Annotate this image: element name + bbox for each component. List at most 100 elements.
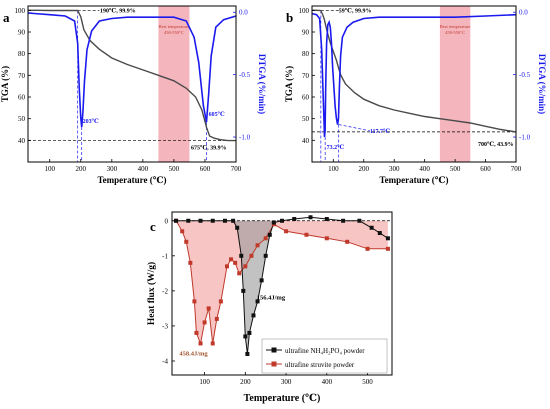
b-x-tick-label: 600 <box>480 165 491 173</box>
nh4-point <box>357 218 362 223</box>
a-right-tick-label: 0.0 <box>239 9 248 17</box>
b-right-tick-label: -0.5 <box>519 71 531 79</box>
panel-a-x-axis-label: Temperature (℃) <box>97 175 166 185</box>
panel-a-band-label: Best temperature <box>159 24 190 29</box>
panel-a-right-axis-label: DTGA (%/min) <box>257 54 267 114</box>
struvite-point <box>198 341 203 346</box>
panel-c-markers <box>174 215 390 356</box>
panel-b-band-range: 450-550°C <box>445 30 465 35</box>
nh4-point <box>271 220 276 225</box>
panel-b-right-axis-label: DTGA (%/min) <box>537 54 547 114</box>
panel-c-plot-frame <box>171 211 393 376</box>
a-x-tick-label: 600 <box>200 165 211 173</box>
a-y-tick-label: 70 <box>18 72 26 80</box>
struvite-point <box>263 236 268 241</box>
a-y-tick-label: 100 <box>15 7 26 15</box>
struvite-point <box>345 239 350 244</box>
struvite-point <box>188 260 193 265</box>
nh4-point <box>308 215 313 220</box>
panel-a-left-axis-label: TGA (%) <box>0 66 10 102</box>
struvite-point <box>184 239 189 244</box>
panel-c-y-axis-label: Heat flux (W/g) <box>146 262 157 325</box>
panel-b-right-y-ticks: 0.0 -0.5 -1.0 <box>513 9 531 142</box>
panel-a-guide-lines <box>28 10 236 162</box>
nh4-point <box>231 218 236 223</box>
b-right-tick-label: -1.0 <box>519 134 531 142</box>
c-x-tick-label: 300 <box>281 378 292 386</box>
a-y-tick-label: 50 <box>18 115 26 123</box>
panel-b-dtga-line <box>311 12 517 138</box>
nh4-point <box>210 218 215 223</box>
nh4-point <box>377 231 382 236</box>
nh4-point <box>174 218 179 223</box>
b-x-tick-label: 500 <box>450 165 461 173</box>
panel-c-letter: c <box>150 219 156 234</box>
panel-b-band-label: Best temperature <box>440 24 471 29</box>
c-y-tick-label: -3 <box>162 322 168 330</box>
nh4-point <box>186 218 191 223</box>
struvite-point <box>237 271 242 276</box>
panel-a-best-temperature-band <box>158 6 190 162</box>
struvite-point <box>180 229 185 234</box>
b-y-tick-label: 40 <box>302 137 310 145</box>
struvite-point <box>206 306 211 311</box>
struvite-point <box>214 316 219 321</box>
b-right-tick-label: 0.0 <box>519 9 528 17</box>
nh4-point <box>341 218 346 223</box>
b-x-tick-label: 700 <box>511 165 522 173</box>
a-right-tick-label: -0.5 <box>239 71 251 79</box>
panel-c-annotation-nh4: 156.4J/mg <box>257 295 286 302</box>
panel-a-annotation-end: 675℃, 39.9% <box>191 145 227 152</box>
struvite-point <box>324 236 329 241</box>
b-y-tick-label: 100 <box>299 7 310 15</box>
struvite-point <box>365 246 370 251</box>
nh4-point <box>369 225 374 230</box>
panel-b-annotation-peak1: 73.2℃ <box>327 144 345 151</box>
c-y-tick-label: 0 <box>165 217 169 225</box>
b-y-tick-label: 60 <box>302 94 310 102</box>
a-x-tick-label: 100 <box>44 165 55 173</box>
b-x-tick-label: 200 <box>359 165 370 173</box>
a-y-tick-label: 40 <box>18 137 26 145</box>
a-y-tick-label: 90 <box>18 29 26 37</box>
panel-b-x-ticks: 100 200 300 400 500 600 700 <box>328 159 522 173</box>
panel-a-left-y-ticks: 40 50 60 70 80 90 100 <box>15 7 31 145</box>
struvite-point <box>249 253 254 258</box>
c-y-tick-label: -2 <box>162 287 168 295</box>
a-y-tick-label: 60 <box>18 94 26 102</box>
panel-c-x-ticks: 100 200 300 400 500 <box>199 372 373 386</box>
panel-a-tga-line <box>28 9 236 142</box>
legend-box <box>261 338 388 374</box>
struvite-point <box>304 232 309 237</box>
nh4-point <box>222 218 227 223</box>
panel-c: c 100 200 300 400 500 0 -1 -2 -3 -4 Temperature … <box>146 211 393 404</box>
nh4-point <box>235 225 240 230</box>
b-y-tick-label: 70 <box>302 72 310 80</box>
panel-b-annotation-end: 700℃, 43.9% <box>478 141 514 148</box>
nh4-point <box>198 218 203 223</box>
nh4-point <box>263 253 268 258</box>
panel-b-left-y-ticks: 40 50 60 70 80 90 100 <box>299 7 315 145</box>
nh4-point <box>259 278 264 283</box>
panel-c-nh4-area <box>233 220 274 354</box>
struvite-point <box>218 299 223 304</box>
struvite-point <box>210 341 215 346</box>
nh4-point <box>245 351 250 356</box>
panel-a-annotation-peak1: 203℃ <box>83 118 99 125</box>
nh4-point <box>280 218 284 223</box>
b-y-tick-label: 90 <box>302 29 310 37</box>
nh4-point <box>251 313 256 318</box>
panel-b: b Best temperature 450-550°C 100 200 300 40… <box>284 5 547 185</box>
struvite-point <box>243 264 248 269</box>
panel-a-dtga-line <box>27 12 237 128</box>
panel-c-x-axis-label: Temperature (℃) <box>244 393 321 404</box>
panel-b-tga-line <box>312 9 517 133</box>
panel-b-annotation-peak2: 117.7℃ <box>370 128 390 135</box>
c-y-tick-label: -4 <box>162 357 168 365</box>
panel-a-letter: a <box>3 10 10 25</box>
panel-b-best-temperature-band <box>439 6 471 162</box>
panel-c-struvite-area <box>176 220 388 344</box>
struvite-point <box>202 320 207 325</box>
b-x-tick-label: 100 <box>328 165 339 173</box>
